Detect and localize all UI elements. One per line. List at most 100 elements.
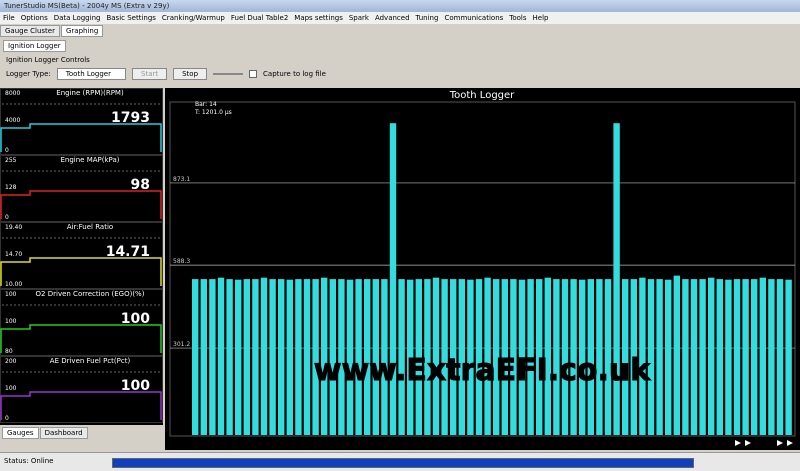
bar bbox=[622, 279, 629, 435]
menu-item[interactable]: Communications bbox=[444, 14, 504, 22]
status-text: Status: Online bbox=[4, 457, 54, 465]
bar bbox=[733, 279, 741, 435]
bar bbox=[596, 279, 603, 435]
bottom-tab[interactable]: Dashboard bbox=[39, 427, 88, 439]
gauge-min: 0 bbox=[5, 415, 9, 422]
menu-item[interactable]: Basic Settings bbox=[106, 14, 156, 22]
gauge-title: AE Driven Fuel Pct(Pct) bbox=[50, 357, 131, 365]
bar bbox=[484, 277, 491, 435]
menu-item[interactable]: Tools bbox=[509, 14, 527, 22]
menu-item[interactable]: Advanced bbox=[374, 14, 410, 22]
bar bbox=[613, 123, 620, 436]
menu-item[interactable]: Data Logging bbox=[53, 14, 101, 22]
menu-item[interactable]: Tuning bbox=[415, 14, 439, 22]
bar bbox=[630, 279, 637, 435]
bottom-tab[interactable]: Gauges bbox=[2, 427, 39, 439]
checkbox[interactable] bbox=[249, 70, 258, 78]
select[interactable]: Tooth Logger bbox=[56, 68, 126, 80]
tab[interactable]: Gauge Cluster bbox=[0, 25, 60, 37]
gauge-title: Engine (RPM)(RPM) bbox=[56, 89, 124, 97]
bar bbox=[493, 279, 500, 435]
bottom-tabs: Gauges Dashboard bbox=[2, 427, 89, 439]
spinner[interactable] bbox=[213, 73, 244, 75]
gauge-min: 0 bbox=[5, 214, 9, 221]
bar bbox=[570, 279, 577, 435]
bar bbox=[192, 279, 199, 435]
bar bbox=[553, 279, 560, 435]
progress-bar bbox=[112, 458, 694, 468]
bar bbox=[604, 279, 612, 435]
controls: Logger Type: Tooth Logger Start Stop Cap… bbox=[6, 68, 326, 80]
bar bbox=[364, 279, 371, 435]
bar bbox=[639, 277, 646, 435]
bar bbox=[355, 279, 362, 435]
bar bbox=[699, 279, 706, 435]
controls-title: Ignition Logger Controls bbox=[6, 56, 90, 64]
bar bbox=[536, 279, 543, 435]
bar bbox=[338, 279, 345, 435]
menu-item[interactable]: Maps settings bbox=[294, 14, 343, 22]
gauge-outline bbox=[0, 257, 162, 286]
gauge-value: 100 bbox=[121, 378, 150, 394]
bar bbox=[716, 279, 723, 435]
bar bbox=[372, 279, 379, 435]
bar bbox=[407, 279, 414, 435]
bar bbox=[475, 279, 483, 435]
bar bbox=[785, 279, 792, 435]
plot-frame bbox=[169, 101, 796, 437]
menu-item[interactable]: File bbox=[3, 14, 15, 22]
bar bbox=[450, 279, 457, 435]
y-tick-label: 588.3 bbox=[173, 258, 190, 265]
tooth-logger-chart: Tooth Logger Bar: 14T: 1201.0 µs 301.2 588.… bbox=[165, 88, 800, 450]
status-bar: Status: Online bbox=[0, 452, 800, 471]
stop-button[interactable]: Stop bbox=[173, 68, 208, 80]
bar bbox=[243, 279, 250, 435]
bar bbox=[217, 277, 225, 435]
nav-button bbox=[735, 440, 741, 446]
bar bbox=[544, 277, 551, 435]
subtab[interactable]: Ignition Logger bbox=[3, 40, 66, 52]
chart-info: Bar: 14 bbox=[195, 101, 217, 108]
bar bbox=[751, 279, 758, 435]
label: Logger Type: bbox=[6, 70, 51, 78]
bar bbox=[673, 275, 680, 435]
bar bbox=[441, 279, 448, 435]
title-bar: TunerStudio MS(Beta) - 2004y MS (Extra v… bbox=[0, 0, 800, 12]
bar bbox=[665, 279, 672, 435]
bar bbox=[587, 279, 594, 435]
tab[interactable]: Graphing bbox=[60, 25, 104, 37]
gauge-mid: 128 bbox=[5, 184, 17, 191]
y-tick-label: 873.1 bbox=[173, 176, 190, 183]
bar bbox=[329, 279, 336, 435]
bar bbox=[759, 277, 766, 435]
nav-button bbox=[745, 440, 751, 446]
bar bbox=[235, 279, 242, 435]
menu-item[interactable]: Options bbox=[20, 14, 48, 22]
menu-item[interactable]: Cranking/Warmup bbox=[161, 14, 225, 22]
bar bbox=[708, 277, 715, 435]
bar bbox=[252, 279, 259, 435]
bar bbox=[398, 279, 405, 435]
bar bbox=[458, 279, 465, 435]
gauge-outline bbox=[0, 324, 162, 353]
bar bbox=[303, 279, 311, 435]
gauge-outline bbox=[0, 123, 162, 152]
bar bbox=[647, 279, 655, 435]
menu-item[interactable]: Help bbox=[532, 14, 549, 22]
bar bbox=[415, 279, 422, 435]
bar bbox=[260, 277, 268, 435]
watermark: www.ExtraEFI.co.uk bbox=[314, 353, 652, 388]
gauge-frame bbox=[0, 356, 163, 423]
bar bbox=[579, 279, 586, 435]
gauge-frame bbox=[0, 222, 163, 289]
bar bbox=[424, 279, 431, 435]
start-button[interactable]: Start bbox=[132, 68, 168, 80]
bar bbox=[389, 123, 397, 436]
bar bbox=[682, 279, 689, 435]
bar bbox=[656, 279, 663, 435]
menu-item[interactable]: Spark bbox=[348, 14, 369, 22]
gauge-max: 200 bbox=[5, 358, 17, 365]
bar bbox=[226, 279, 233, 435]
menu-item[interactable]: Fuel Dual Table2 bbox=[230, 14, 289, 22]
